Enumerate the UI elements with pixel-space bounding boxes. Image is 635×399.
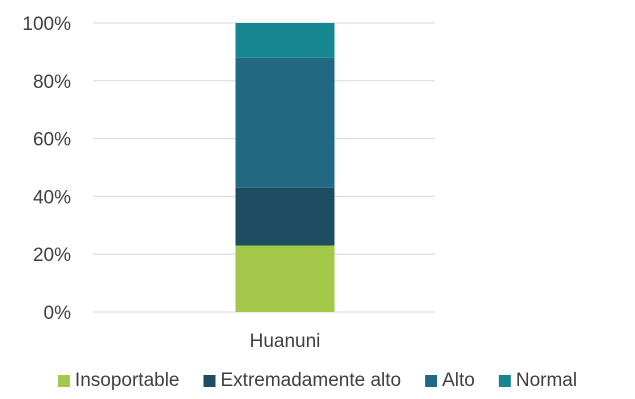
y-tick-label: 100% (22, 14, 71, 35)
y-tick-label: 20% (33, 245, 71, 266)
legend-swatch (425, 375, 438, 387)
legend-label: Normal (516, 370, 577, 391)
y-tick-label: 0% (44, 303, 72, 324)
legend-swatch (498, 375, 511, 387)
legend-item: Extremadamente alto (203, 370, 402, 391)
y-tick-label: 60% (33, 130, 71, 151)
legend-item: Normal (498, 370, 577, 391)
legend: Insoportable Extremadamente alto Alto Norma… (57, 370, 577, 391)
legend-label: Alto (442, 370, 475, 391)
bar-segment-normal (235, 23, 335, 58)
legend-label: Insoportable (75, 370, 180, 391)
legend-item: Alto (425, 370, 475, 391)
x-tick-label: Huanuni (250, 331, 321, 352)
y-tick-label: 40% (33, 187, 71, 208)
y-axis-ticks: 0% 20% 40% 60% 80% 100% (22, 14, 71, 324)
y-tick-label: 80% (33, 72, 71, 93)
legend-swatch (203, 375, 216, 387)
bars (235, 23, 335, 312)
legend-item: Insoportable (57, 370, 180, 391)
legend-label: Extremadamente alto (221, 370, 402, 391)
bar-segment-insoportable (235, 245, 335, 312)
bar-segment-extremadamente-alto (235, 187, 335, 246)
bar-segment-alto (235, 57, 335, 188)
legend-swatch (57, 375, 70, 387)
x-axis-ticks: Huanuni (250, 331, 321, 352)
